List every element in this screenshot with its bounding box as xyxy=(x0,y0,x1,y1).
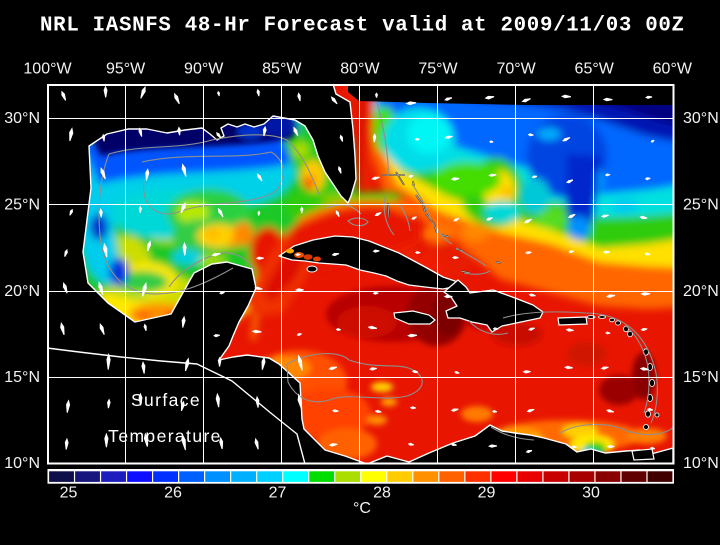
svg-text:70°W: 70°W xyxy=(496,61,536,78)
svg-text:65°W: 65°W xyxy=(575,61,615,78)
svg-text:30°N: 30°N xyxy=(4,110,40,127)
svg-text:90°W: 90°W xyxy=(184,61,224,78)
svg-text:60°W: 60°W xyxy=(653,61,693,78)
svg-text:30: 30 xyxy=(582,485,600,502)
svg-text:25°N: 25°N xyxy=(4,197,40,214)
svg-text:Temperature: Temperature xyxy=(108,426,222,446)
svg-text:15°N: 15°N xyxy=(4,369,40,386)
svg-text:29: 29 xyxy=(478,485,496,502)
svg-text:NRL IASNFS 48-Hr Forecast val: NRL IASNFS 48-Hr Forecast valid at 2009/… xyxy=(40,15,684,38)
svg-text:80°W: 80°W xyxy=(340,61,380,78)
svg-text:100°W: 100°W xyxy=(23,61,72,78)
svg-text:25: 25 xyxy=(60,485,78,502)
svg-text:27: 27 xyxy=(269,485,287,502)
svg-text:10°N: 10°N xyxy=(683,455,719,472)
svg-text:75°W: 75°W xyxy=(418,61,458,78)
svg-text:85°W: 85°W xyxy=(262,61,302,78)
svg-text:20°N: 20°N xyxy=(683,283,719,300)
svg-text:95°W: 95°W xyxy=(106,61,146,78)
svg-text:28: 28 xyxy=(373,485,391,502)
svg-text:Surface: Surface xyxy=(131,390,201,410)
svg-text:10°N: 10°N xyxy=(4,455,40,472)
svg-text:30°N: 30°N xyxy=(683,110,719,127)
svg-text:15°N: 15°N xyxy=(683,369,719,386)
svg-text:20°N: 20°N xyxy=(4,283,40,300)
svg-text:26: 26 xyxy=(164,485,182,502)
svg-text:°C: °C xyxy=(353,500,371,517)
svg-text:25°N: 25°N xyxy=(683,197,719,214)
